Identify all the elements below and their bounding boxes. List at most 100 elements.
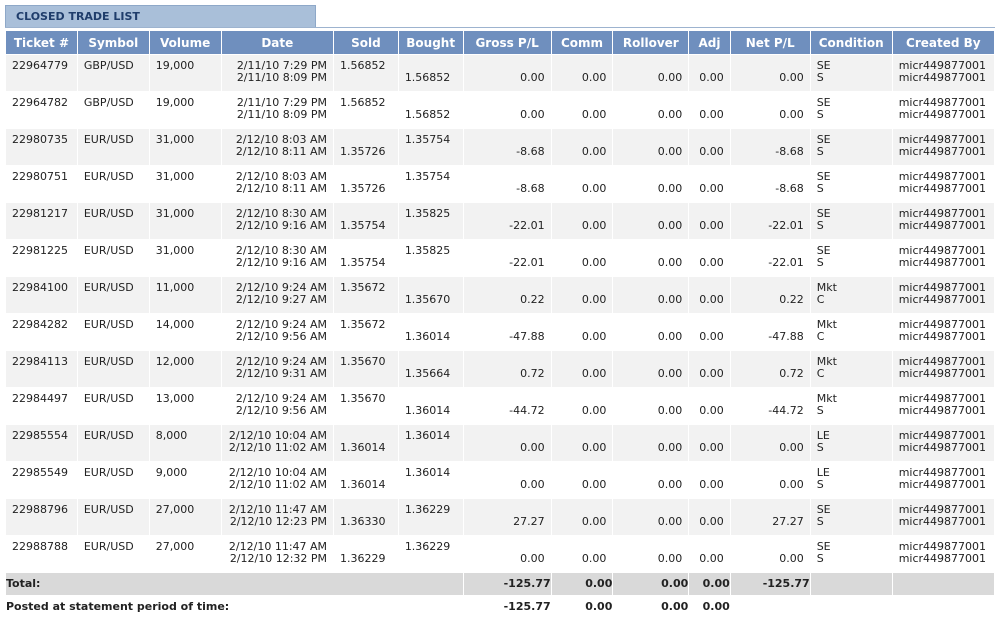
col-header-bought[interactable]: Bought [398, 31, 463, 54]
cell-gross-pl-value: 0.72 [520, 367, 545, 380]
cell-gross-pl: 0.00 [463, 462, 551, 498]
cell-net-pl-value: -8.68 [775, 145, 804, 158]
col-header-rollover[interactable]: Rollover [613, 31, 689, 54]
cell-gross-pl: 0.22 [463, 277, 551, 313]
table-row[interactable]: 22985549 EUR/USD 9,000 2/12/10 10:04 AM 2/12… [6, 462, 994, 498]
table-row[interactable]: 22964782 GBP/USD 19,000 2/11/10 7:29 PM 2/11… [6, 92, 994, 128]
cell-volume: 9,000 [149, 462, 221, 498]
cell-gross-pl-value: 0.00 [520, 441, 545, 454]
table-row[interactable]: 22984282 EUR/USD 14,000 2/12/10 9:24 AM 2/12… [6, 314, 994, 350]
cell-ticket: 22985549 [6, 462, 77, 498]
cell-volume-content: 31,000 [150, 129, 221, 158]
cell-symbol-spacer [84, 220, 143, 232]
cell-date-line2: 2/11/10 8:09 PM [236, 71, 328, 84]
cell-sold-content: 1.35726 [334, 166, 398, 195]
cell-date-content: 2/12/10 10:04 AM 2/12/10 11:02 AM [222, 425, 333, 454]
cell-rollover-content: 0.00 [613, 203, 688, 232]
col-header-sold[interactable]: Sold [334, 31, 398, 54]
cell-symbol-value: EUR/USD [83, 429, 134, 442]
cell-net-pl-content: 0.00 [731, 536, 810, 565]
cell-sold: 1.35670 [334, 388, 398, 424]
cell-adj-content: 0.00 [689, 536, 729, 565]
cell-condition-line2: S [816, 71, 824, 84]
cell-net-pl-content: 0.00 [731, 55, 810, 84]
cell-condition-line1: Mkt [816, 392, 837, 405]
cell-ticket: 22984113 [6, 351, 77, 387]
table-row[interactable]: 22988788 EUR/USD 27,000 2/12/10 11:47 AM 2/1… [6, 536, 994, 572]
cell-date: 2/12/10 9:24 AM 2/12/10 9:56 AM [221, 314, 334, 350]
cell-created-by-line2: micr449877001 [898, 552, 987, 565]
cell-volume-content: 19,000 [150, 92, 221, 121]
col-header-volume[interactable]: Volume [149, 31, 221, 54]
cell-volume-value: 19,000 [155, 59, 195, 72]
table-row[interactable]: 22980751 EUR/USD 31,000 2/12/10 8:03 AM 2/12… [6, 166, 994, 202]
cell-bought-line2 [405, 146, 457, 158]
cell-created-by-content: micr449877001 micr449877001 [893, 351, 994, 380]
cell-gross-pl-content: 0.00 [464, 92, 551, 121]
cell-symbol-content: EUR/USD [78, 166, 149, 195]
cell-symbol-spacer [84, 442, 143, 454]
col-header-gross-pl[interactable]: Gross P/L [463, 31, 551, 54]
cell-ticket: 22980751 [6, 166, 77, 202]
col-header-symbol[interactable]: Symbol [77, 31, 149, 54]
cell-gross-pl-content: 0.00 [464, 462, 551, 491]
cell-created-by: micr449877001 micr449877001 [892, 536, 994, 572]
cell-net-pl-value: 0.22 [779, 293, 804, 306]
col-header-condition[interactable]: Condition [810, 31, 892, 54]
col-header-ticket[interactable]: Ticket # [6, 31, 77, 54]
cell-volume-content: 27,000 [150, 499, 221, 528]
cell-gross-pl-value: 27.27 [513, 515, 545, 528]
cell-volume-value: 9,000 [155, 466, 188, 479]
cell-volume: 12,000 [149, 351, 221, 387]
cell-rollover-value: 0.00 [657, 330, 683, 343]
cell-created-by-line2: micr449877001 [898, 441, 987, 454]
col-header-adj[interactable]: Adj [689, 31, 730, 54]
cell-symbol-spacer [84, 479, 143, 491]
cell-rollover-content: 0.00 [613, 462, 688, 491]
cell-symbol-value: EUR/USD [83, 281, 134, 294]
cell-bought-content: 1.35825 [399, 240, 463, 269]
cell-bought-line2: 1.56852 [404, 108, 451, 121]
cell-adj-value: 0.00 [699, 552, 724, 565]
table-row[interactable]: 22984497 EUR/USD 13,000 2/12/10 9:24 AM 2/12… [6, 388, 994, 424]
cell-date-line1: 2/12/10 8:03 AM [235, 170, 328, 183]
cell-condition: SE S [810, 203, 892, 239]
cell-gross-pl-content: -22.01 [464, 203, 551, 232]
cell-net-pl: 0.00 [730, 536, 810, 572]
cell-comm-content: 0.00 [552, 129, 613, 158]
cell-ticket-value: 22981217 [12, 207, 68, 220]
table-row[interactable]: 22985554 EUR/USD 8,000 2/12/10 10:04 AM 2/12… [6, 425, 994, 461]
col-header-created-by[interactable]: Created By [892, 31, 994, 54]
col-header-comm[interactable]: Comm [551, 31, 613, 54]
table-row[interactable]: 22984100 EUR/USD 11,000 2/12/10 9:24 AM 2/12… [6, 277, 994, 313]
cell-volume-content: 9,000 [150, 462, 221, 491]
table-row[interactable]: 22981217 EUR/USD 31,000 2/12/10 8:30 AM 2/12… [6, 203, 994, 239]
table-row[interactable]: 22984113 EUR/USD 12,000 2/12/10 9:24 AM 2/12… [6, 351, 994, 387]
cell-gross-pl-value: -22.01 [509, 219, 545, 232]
col-header-net-pl[interactable]: Net P/L [730, 31, 810, 54]
cell-sold: 1.56852 [334, 55, 398, 91]
cell-ticket-content: 22964779 [6, 55, 77, 84]
cell-volume-content: 31,000 [150, 240, 221, 269]
cell-sold-line2: 1.35726 [340, 182, 386, 195]
table-row[interactable]: 22981225 EUR/USD 31,000 2/12/10 8:30 AM 2/12… [6, 240, 994, 276]
table-row[interactable]: 22988796 EUR/USD 27,000 2/12/10 11:47 AM 2/1… [6, 499, 994, 535]
cell-sold-content: 1.35670 [334, 388, 398, 417]
col-header-date[interactable]: Date [221, 31, 334, 54]
cell-bought-line1: 1.36229 [404, 503, 451, 516]
cell-condition-line2: S [816, 515, 824, 528]
cell-sold-line2 [340, 405, 392, 417]
table-row[interactable]: 22964779 GBP/USD 19,000 2/11/10 7:29 PM 2/11… [6, 55, 994, 91]
cell-gross-pl-value: 0.00 [520, 478, 545, 491]
cell-created-by: micr449877001 micr449877001 [892, 314, 994, 350]
cell-ticket-content: 22981225 [6, 240, 77, 269]
cell-volume-content: 14,000 [150, 314, 221, 343]
cell-bought-line2 [405, 553, 457, 565]
cell-date-line1: 2/12/10 8:30 AM [235, 244, 328, 257]
cell-condition-content: SE S [811, 166, 892, 195]
cell-symbol: EUR/USD [77, 240, 149, 276]
table-row[interactable]: 22980735 EUR/USD 31,000 2/12/10 8:03 AM 2/12… [6, 129, 994, 165]
cell-rollover-content: 0.00 [613, 388, 688, 417]
cell-adj-value: 0.00 [699, 219, 724, 232]
cell-ticket: 22988796 [6, 499, 77, 535]
